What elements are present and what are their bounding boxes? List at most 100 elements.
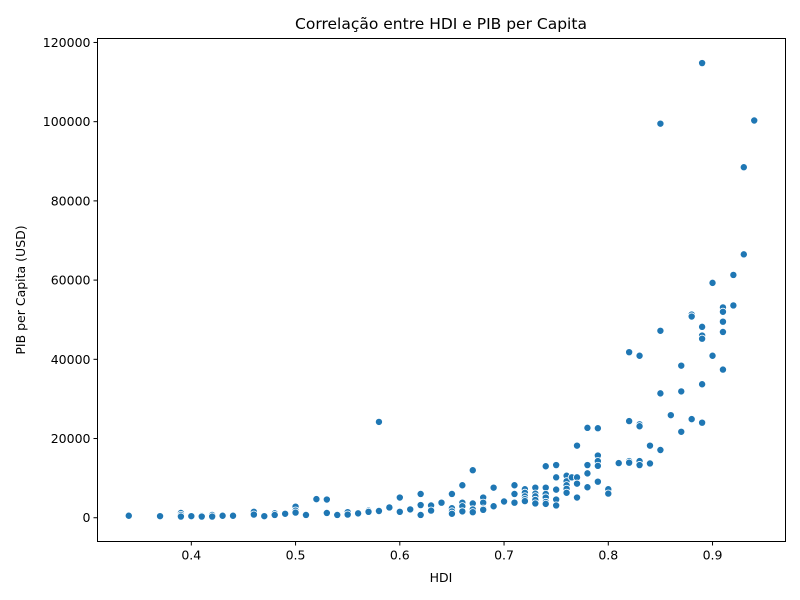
data-point [698,380,707,389]
x-tick-label: 0.8 [598,548,618,563]
x-axis: 0.4 0.5 0.6 0.7 0.8 0.9 [181,541,723,563]
data-point [395,493,404,502]
x-tick-label: 0.5 [286,548,306,563]
data-point [552,473,561,482]
data-point [531,499,540,508]
data-point [218,511,227,520]
y-tick-label: 20000 [51,431,91,446]
data-point [479,505,488,514]
data-point [322,495,331,504]
y-tick-label: 60000 [51,273,91,288]
data-point [656,446,665,455]
data-point [666,411,675,420]
data-point [510,489,519,498]
y-tick-label: 120000 [43,35,91,50]
data-point [687,415,696,424]
data-point [677,361,686,370]
chart-title: Correlação entre HDI e PIB per Capita [295,15,587,33]
y-tick-label: 80000 [51,193,91,208]
data-point [625,417,634,426]
x-tick-label: 0.7 [494,548,514,563]
x-tick-label: 0.4 [181,548,201,563]
y-tick-label: 40000 [51,352,91,367]
data-point [447,489,456,498]
data-point [312,495,321,504]
data-point [416,489,425,498]
data-point [604,489,613,498]
data-point [197,512,206,521]
data-point [729,270,738,279]
data-point [573,479,582,488]
data-point [562,488,571,497]
data-point [374,417,383,426]
data-point [645,441,654,450]
data-point [301,510,310,519]
data-point [468,508,477,517]
data-point [333,510,342,519]
data-point [583,423,592,432]
x-tick-label: 0.9 [703,548,723,563]
data-point [249,510,258,519]
data-point [625,348,634,357]
y-axis-label: PIB per Capita (USD) [13,225,28,354]
data-point [187,512,196,521]
data-point [270,510,279,519]
data-point [729,301,738,310]
data-point [739,250,748,259]
data-point [718,317,727,326]
data-point [593,461,602,470]
data-point [698,59,707,68]
x-axis-label: HDI [430,570,453,585]
data-point [427,506,436,515]
data-point [656,119,665,128]
data-point [291,508,300,517]
data-point [385,503,394,512]
y-axis: 0 20000 40000 60000 80000 100000 120000 [43,35,98,525]
data-point [583,461,592,470]
data-point [625,458,634,467]
data-point [635,351,644,360]
data-point [698,322,707,331]
data-point [593,477,602,486]
data-point [698,418,707,427]
data-point [489,483,498,492]
data-point [583,469,592,478]
data-point [635,422,644,431]
data-point [510,481,519,490]
data-point [260,512,269,521]
data-point [708,278,717,287]
data-point [552,461,561,470]
data-point [541,499,550,508]
data-point [573,441,582,450]
data-point [677,427,686,436]
data-point [750,116,759,125]
data-point [500,497,509,506]
data-point [718,365,727,374]
data-point [677,387,686,396]
y-tick-label: 100000 [43,114,91,129]
data-point [645,459,654,468]
data-point [541,462,550,471]
data-point [593,424,602,433]
data-point [552,485,561,494]
data-point [374,506,383,515]
data-point [573,493,582,502]
data-point [176,512,185,521]
data-point [468,466,477,475]
data-point [229,511,238,520]
data-point [656,326,665,335]
data-point [687,312,696,321]
data-point [698,334,707,343]
data-point [395,507,404,516]
data-point [510,498,519,507]
data-point [343,510,352,519]
data-point [614,459,623,468]
data-point [739,163,748,172]
data-point [322,508,331,517]
data-point [718,307,727,316]
data-point [281,509,290,518]
y-tick-label: 0 [83,510,91,525]
data-point [354,509,363,518]
data-point [437,498,446,507]
data-point [124,511,133,520]
